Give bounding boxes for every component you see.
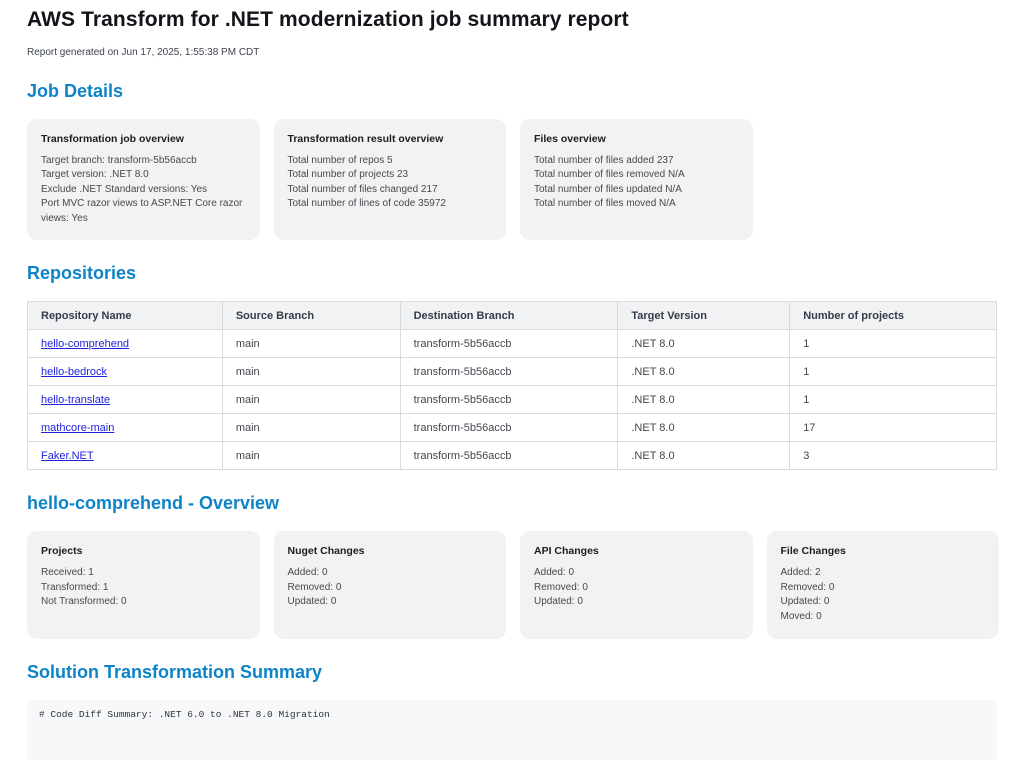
section-heading-repo-overview: hello-comprehend - Overview: [27, 493, 280, 514]
cell-source-branch: main: [221, 357, 401, 387]
cell-destination-branch: transform-5b56accb: [399, 385, 619, 415]
repo-overview-cards: Projects Received: 1 Transformed: 1 Not …: [27, 531, 999, 640]
card-line-moved: Moved: 0: [780, 610, 822, 622]
card-file-changes: File Changes Added: 2 Removed: 0 Updated…: [766, 531, 999, 640]
card-line-files-removed: Total number of files removed N/A: [534, 169, 685, 181]
card-line-target-version: Target version: .NET 8.0: [41, 169, 149, 181]
card-line-files-moved: Total number of files moved N/A: [534, 198, 676, 210]
table-header-row: Repository Name Source Branch Destinatio…: [27, 301, 997, 331]
cell-destination-branch: transform-5b56accb: [399, 357, 619, 387]
card-transformation-result-overview: Transformation result overview Total num…: [273, 118, 506, 241]
card-nuget-changes: Nuget Changes Added: 0 Removed: 0 Update…: [273, 531, 506, 640]
column-header-target-version: Target Version: [617, 301, 791, 331]
card-line-added: Added: 2: [780, 567, 821, 579]
cell-source-branch: main: [221, 329, 401, 359]
cell-number-of-projects: 3: [789, 441, 997, 471]
cell-destination-branch: transform-5b56accb: [399, 441, 619, 471]
card-files-overview: Files overview Total number of files add…: [520, 118, 753, 241]
card-title: Projects: [41, 545, 83, 558]
card-line-files-added: Total number of files added 237: [534, 154, 674, 166]
cell-target-version: .NET 8.0: [617, 329, 791, 359]
solution-summary-code-block: # Code Diff Summary: .NET 6.0 to .NET 8.…: [27, 699, 997, 760]
repositories-table: Repository Name Source Branch Destinatio…: [27, 301, 997, 471]
cell-destination-branch: transform-5b56accb: [399, 329, 619, 359]
cell-target-version: .NET 8.0: [617, 357, 791, 387]
table-row: hello-bedrock main transform-5b56accb .N…: [27, 357, 997, 387]
section-heading-repositories: Repositories: [27, 263, 137, 284]
card-line-files-updated: Total number of files updated N/A: [534, 183, 682, 195]
card-line-lines-of-code: Total number of lines of code 35972: [287, 198, 446, 210]
card-title: Nuget Changes: [287, 545, 365, 558]
card-projects: Projects Received: 1 Transformed: 1 Not …: [27, 531, 260, 640]
card-line-port-mvc: Port MVC razor views to ASP.NET Core raz…: [41, 198, 243, 224]
cell-target-version: .NET 8.0: [617, 413, 791, 443]
repo-link-mathcore-main[interactable]: mathcore-main: [41, 421, 115, 434]
table-row: hello-comprehend main transform-5b56accb…: [27, 329, 997, 359]
column-header-destination-branch: Destination Branch: [399, 301, 619, 331]
card-title: API Changes: [534, 545, 599, 558]
table-row: hello-translate main transform-5b56accb …: [27, 385, 997, 415]
card-line-updated: Updated: 0: [287, 596, 337, 608]
cell-source-branch: main: [221, 441, 401, 471]
column-header-repository-name: Repository Name: [27, 301, 223, 331]
cell-number-of-projects: 1: [789, 357, 997, 387]
card-line-removed: Removed: 0: [287, 581, 342, 593]
card-api-changes: API Changes Added: 0 Removed: 0 Updated:…: [520, 531, 753, 640]
table-row: mathcore-main main transform-5b56accb .N…: [27, 413, 997, 443]
card-title: Transformation result overview: [287, 132, 444, 145]
column-header-source-branch: Source Branch: [221, 301, 401, 331]
table-row: Faker.NET main transform-5b56accb .NET 8…: [27, 441, 997, 471]
card-line-added: Added: 0: [287, 567, 328, 579]
cell-target-version: .NET 8.0: [617, 441, 791, 471]
section-heading-job-details: Job Details: [27, 81, 124, 102]
card-line-updated: Updated: 0: [534, 596, 583, 608]
code-diff-summary-line: # Code Diff Summary: .NET 6.0 to .NET 8.…: [39, 708, 330, 720]
cell-source-branch: main: [221, 413, 401, 443]
cell-target-version: .NET 8.0: [617, 385, 791, 415]
card-line-added: Added: 0: [534, 567, 575, 579]
card-title: File Changes: [780, 545, 846, 558]
card-title: Transformation job overview: [41, 132, 184, 145]
repo-link-hello-comprehend[interactable]: hello-comprehend: [41, 337, 130, 350]
repo-link-hello-translate[interactable]: hello-translate: [41, 393, 111, 406]
card-line-files-changed: Total number of files changed 217: [287, 183, 438, 195]
job-details-cards: Transformation job overview Target branc…: [27, 118, 999, 241]
card-line-target-branch: Target branch: transform-5b56accb: [41, 154, 197, 166]
cell-source-branch: main: [221, 385, 401, 415]
repo-link-faker-net[interactable]: Faker.NET: [41, 449, 94, 462]
cell-number-of-projects: 17: [789, 413, 997, 443]
cell-number-of-projects: 1: [789, 329, 997, 359]
card-line-total-repos: Total number of repos 5: [287, 154, 393, 166]
card-line-removed: Removed: 0: [780, 581, 835, 593]
card-line-not-transformed: Not Transformed: 0: [41, 596, 127, 608]
card-line-total-projects: Total number of projects 23: [287, 169, 409, 181]
card-line-updated: Updated: 0: [780, 596, 830, 608]
cell-destination-branch: transform-5b56accb: [399, 413, 619, 443]
report-generated-timestamp: Report generated on Jun 17, 2025, 1:55:3…: [27, 47, 260, 59]
section-heading-solution-summary: Solution Transformation Summary: [27, 662, 323, 683]
card-transformation-job-overview: Transformation job overview Target branc…: [27, 118, 260, 241]
card-line-removed: Removed: 0: [534, 581, 588, 593]
page-title: AWS Transform for .NET modernization job…: [27, 8, 629, 31]
card-title: Files overview: [534, 132, 606, 145]
card-line-received: Received: 1: [41, 567, 94, 579]
card-line-exclude-standard: Exclude .NET Standard versions: Yes: [41, 183, 208, 195]
cell-number-of-projects: 1: [789, 385, 997, 415]
column-header-number-of-projects: Number of projects: [789, 301, 997, 331]
repo-link-hello-bedrock[interactable]: hello-bedrock: [41, 365, 108, 378]
card-line-transformed: Transformed: 1: [41, 581, 109, 593]
